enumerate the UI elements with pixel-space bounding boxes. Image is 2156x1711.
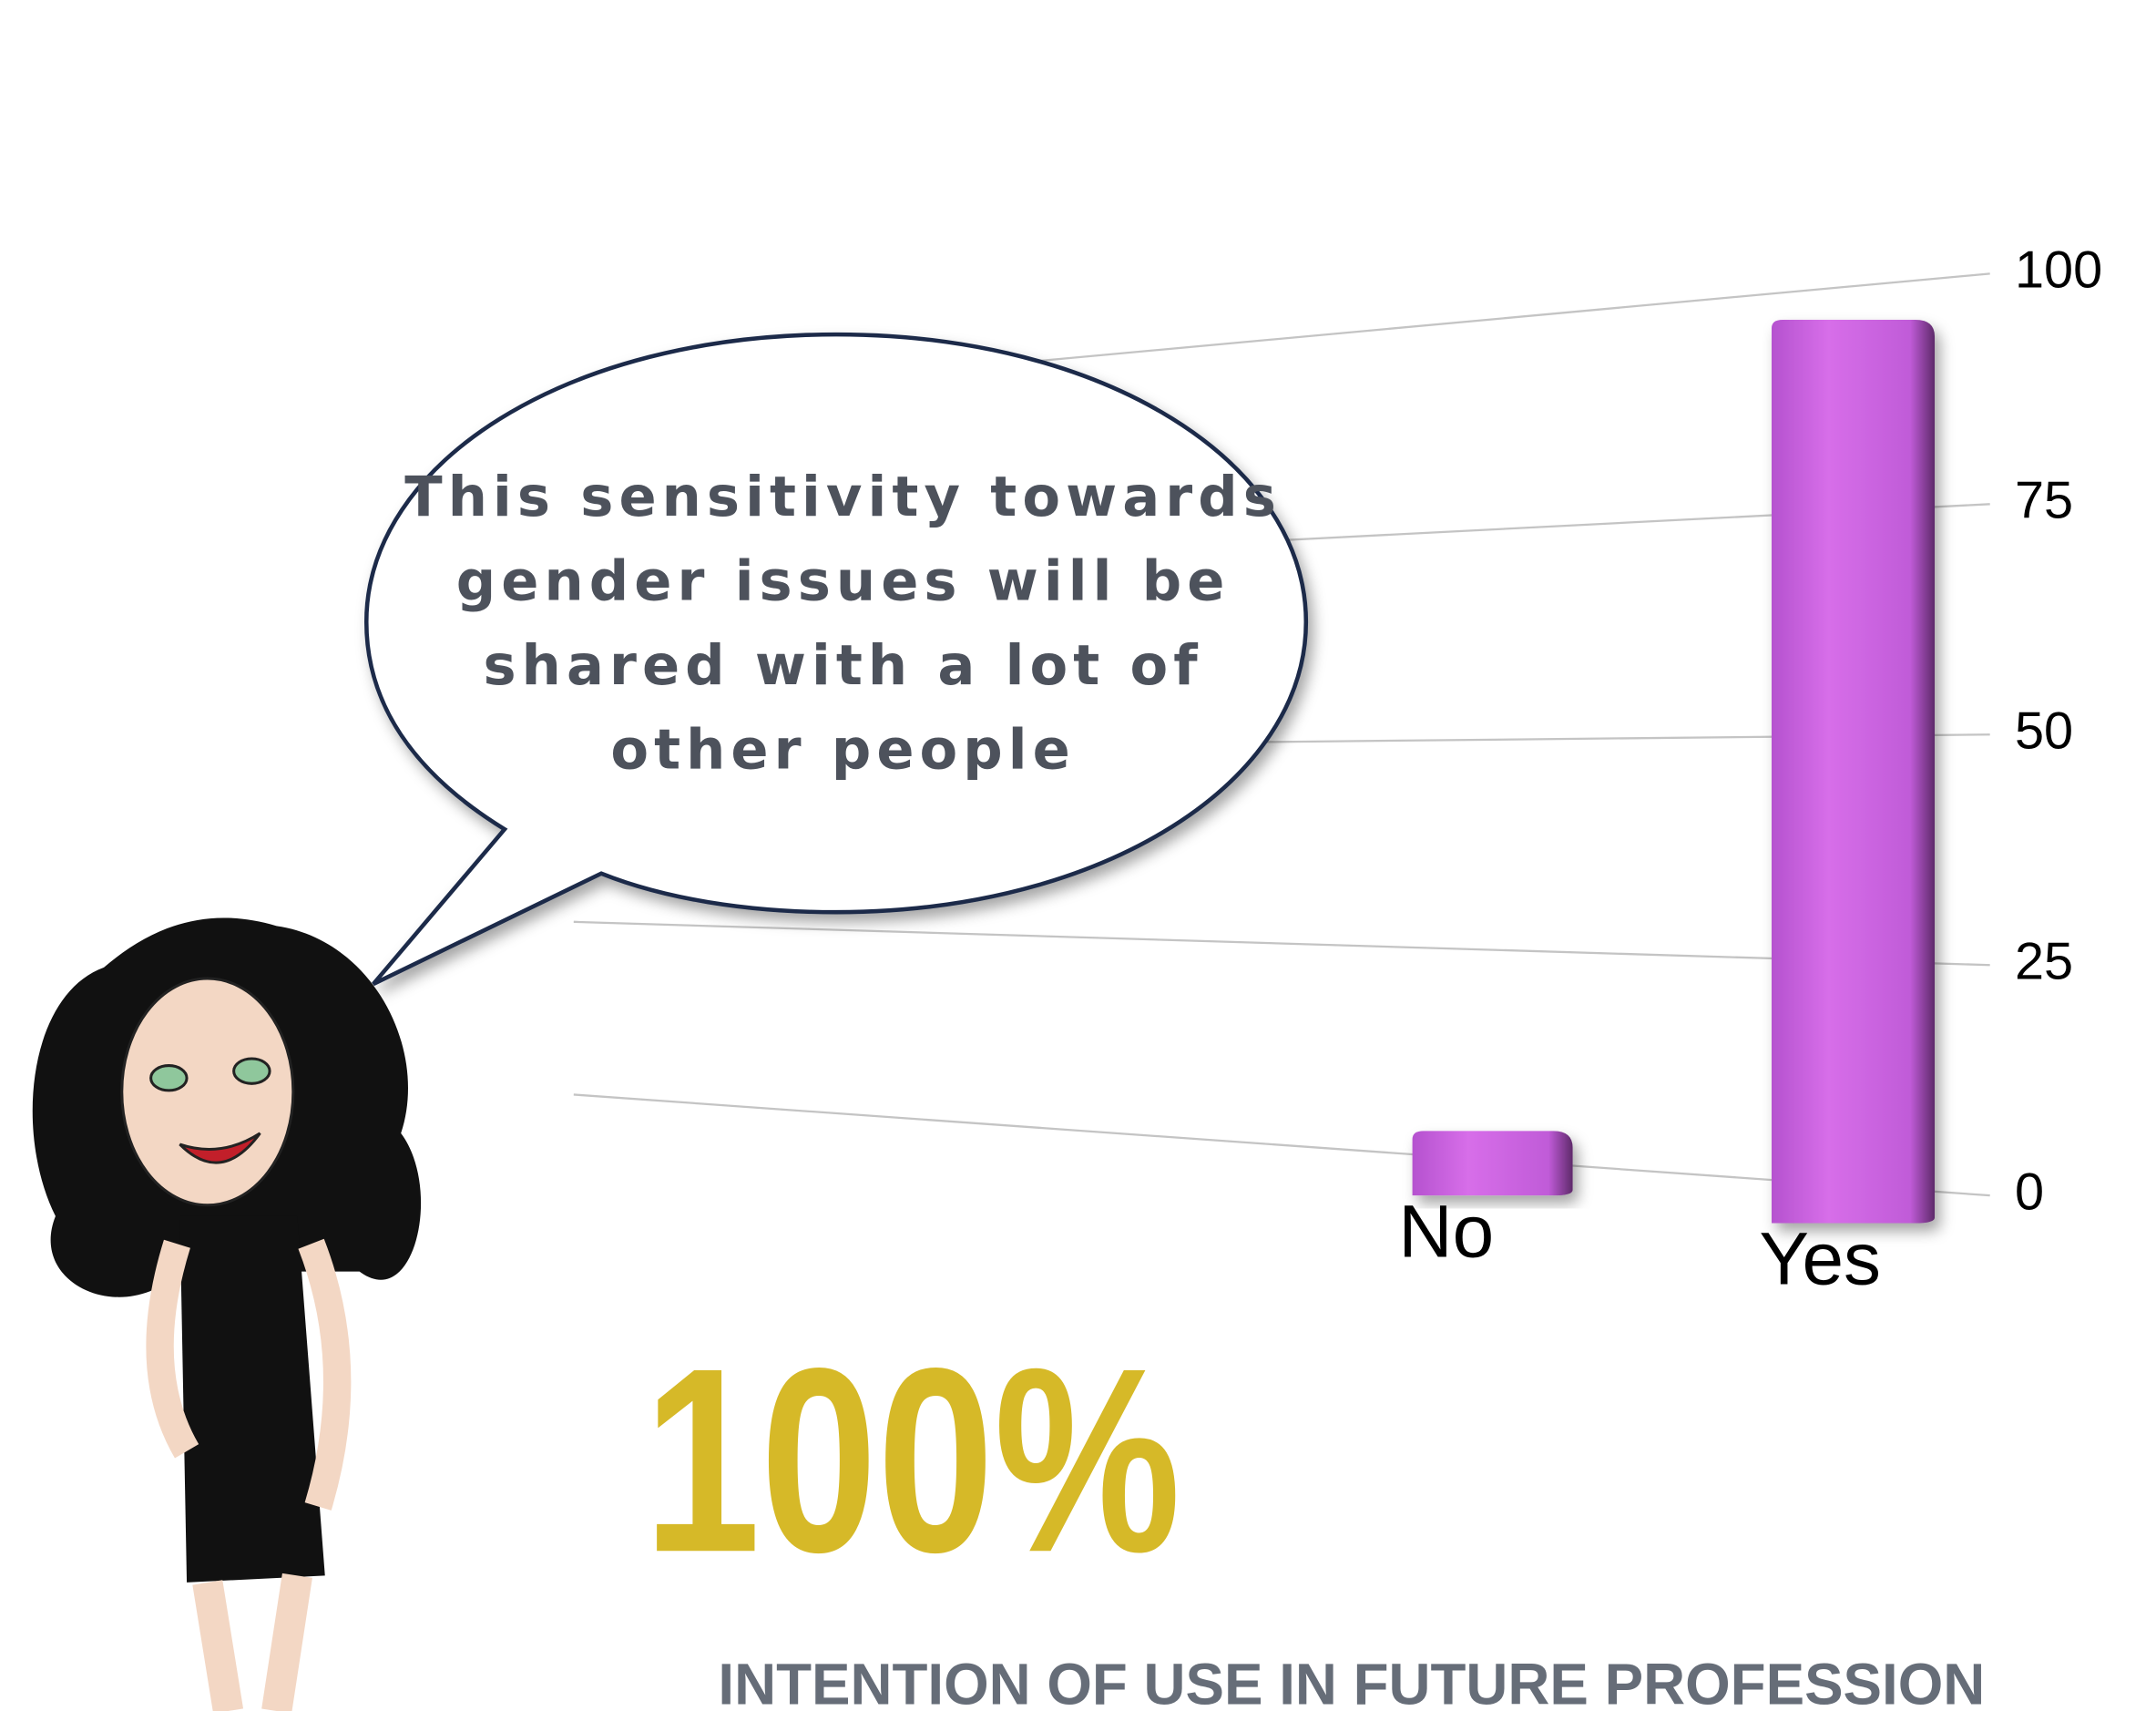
highlight-figure: 100%	[644, 1315, 1181, 1607]
x-tick-label: Yes	[1759, 1218, 1881, 1301]
bars: No Yes	[1398, 319, 1936, 1301]
y-tick-label: 100	[2015, 241, 2102, 300]
y-tick-label: 50	[2015, 702, 2073, 760]
grid-line	[573, 920, 1990, 967]
x-tick-label: No	[1398, 1190, 1494, 1273]
y-tick-label: 75	[2015, 472, 2073, 530]
character	[32, 917, 422, 1711]
subtitle: INTENTION OF USE IN FUTURE PROFESSION	[718, 1652, 1985, 1711]
bar	[1772, 319, 1936, 1224]
y-tick-label: 0	[2015, 1163, 2044, 1221]
bubble-text: This sensitivity towards gender issues w…	[404, 466, 1282, 783]
y-tick-label: 25	[2015, 932, 2073, 990]
speech-bubble	[363, 332, 1309, 987]
bubble-text-box: This sensitivity towards gender issues w…	[404, 466, 1282, 783]
bar	[1412, 1131, 1573, 1196]
grid-line	[573, 1093, 1990, 1197]
